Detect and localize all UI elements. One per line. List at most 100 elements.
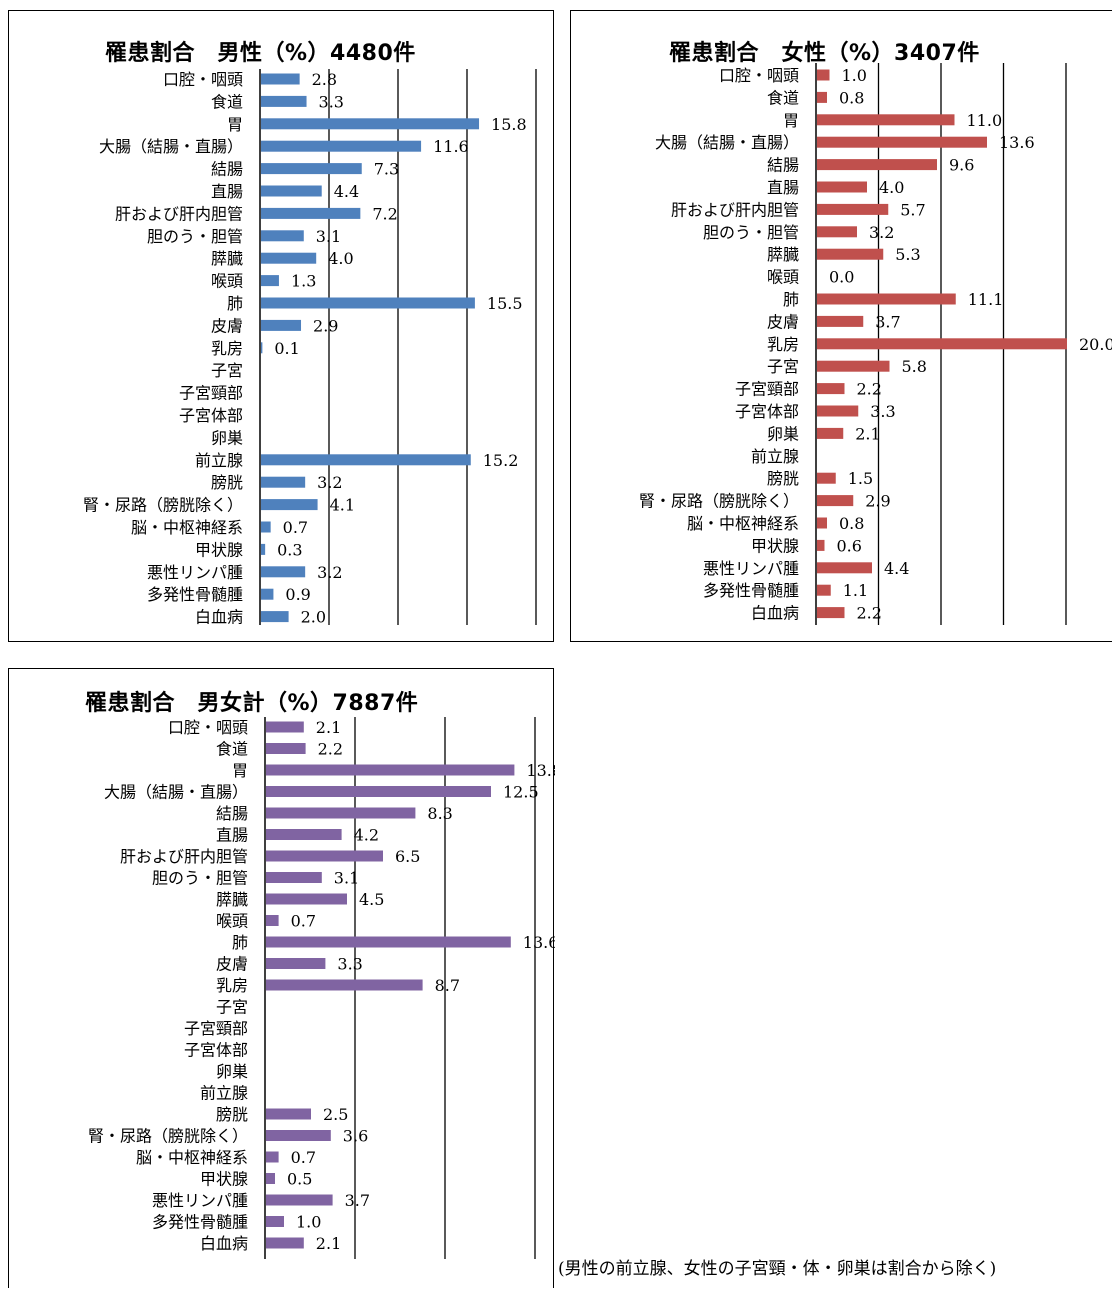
bar [261,319,302,331]
data-label: 3.2 [317,563,342,582]
category-label: 結腸 [211,160,243,179]
category-label: 喉頭 [216,912,248,931]
category-label: 乳房 [211,339,243,358]
category-label: 膀胱 [767,469,799,488]
data-label: 4.4 [334,182,359,201]
bar [266,1216,284,1227]
category-label: 子宮頸部 [179,384,243,403]
data-label: 3.3 [870,402,895,421]
category-label: 肺 [232,933,248,952]
female-chart-panel: 罹患割合 女性（%）3407件 口腔・咽頭 1.0 食道 0.8 胃 11.0 大腸（結腸・… [570,10,1112,642]
data-label: 15.8 [491,115,527,134]
category-label: 腎・尿路（膀胱除く） [639,492,799,511]
data-label: 7.3 [374,160,399,179]
data-label: 1.3 [291,272,316,291]
chart-title: 罹患割合 女性（%）3407件 [669,41,980,66]
category-label: 胆のう・胆管 [152,869,248,888]
bar [817,91,827,103]
bar [261,252,317,264]
bar [266,1237,304,1249]
data-label: 2.1 [316,1234,341,1253]
category-label: 皮膚 [767,312,799,331]
category-label: 卵巣 [211,428,243,447]
bar [817,69,830,81]
category-label: 結腸 [216,804,248,823]
bar [817,495,854,507]
data-label: 0.8 [839,514,864,533]
bar [817,226,857,238]
category-label: 食道 [216,740,248,759]
data-label: 3.1 [316,227,341,246]
data-label: 4.0 [879,178,904,197]
data-label: 0.7 [291,1148,316,1167]
data-label: 4.5 [359,890,384,909]
bar [261,543,266,555]
category-label: 膀胱 [211,473,243,492]
data-label: 13.6 [523,933,555,952]
category-label: 大腸（結腸・直腸） [104,783,248,802]
data-label: 4.4 [884,559,909,578]
bar [817,383,845,395]
data-label: 2.0 [301,608,326,627]
data-label: 2.1 [316,718,341,737]
category-label: 膵臓 [767,245,799,264]
data-label: 2.2 [857,604,882,623]
category-label: 口腔・咽頭 [168,718,248,737]
category-label: 肝および肝内胆管 [671,200,799,219]
category-label: 皮膚 [216,955,248,974]
bar [266,1173,275,1184]
data-label: 2.5 [323,1105,348,1124]
data-label: 5.3 [895,245,920,264]
bar [261,140,422,152]
category-label: 大腸（結腸・直腸） [655,133,799,152]
category-label: 卵巣 [767,424,799,443]
bar [817,338,1067,350]
total-chart-panel: 罹患割合 男女計（%）7887件 口腔・咽頭 2.1 食道 2.2 胃 13.8 大腸（結腸… [8,668,555,1288]
category-label: 腎・尿路（膀胱除く） [88,1127,248,1146]
bar [817,562,872,574]
data-label: 0.6 [837,536,862,555]
data-label: 0.7 [291,912,316,931]
category-label: 肝および肝内胆管 [115,204,243,223]
bar [266,958,326,969]
category-label: 胃 [232,761,248,780]
data-label: 3.2 [317,473,342,492]
data-label: 3.1 [334,869,359,888]
category-label: 直腸 [211,182,243,201]
bar [817,517,827,529]
category-label: 直腸 [767,178,799,197]
data-label: 11.6 [433,137,469,156]
data-label: 11.0 [967,111,1003,130]
data-label: 2.2 [318,740,343,759]
data-label: 2.9 [313,316,338,335]
data-label: 6.5 [395,847,420,866]
bar [261,521,271,533]
bar [266,1108,311,1120]
category-label: 脳・中枢神経系 [687,514,799,533]
data-label: 8.3 [427,804,452,823]
data-label: 2.8 [312,70,337,89]
category-label: 乳房 [767,335,799,354]
data-label: 20.0 [1079,335,1112,354]
bar [817,315,864,327]
category-label: 子宮体部 [735,402,799,421]
bar [261,207,361,219]
data-label: 2.1 [855,424,880,443]
data-label: 8.7 [435,976,460,995]
bar [817,472,836,484]
data-label: 0.8 [839,88,864,107]
bar [261,588,274,600]
data-label: 4.2 [354,826,379,845]
bar [261,499,318,511]
data-label: 0.1 [274,339,299,358]
bar [817,293,956,305]
bar [266,721,304,733]
category-label: 胆のう・胆管 [147,227,243,246]
total-bar-chart: 口腔・咽頭 2.1 食道 2.2 胃 13.8 大腸（結腸・直腸） 12.5 結腸 8.3 直腸 4.… [88,717,555,1259]
data-label: 2.2 [857,380,882,399]
category-label: 子宮体部 [184,1041,248,1060]
category-label: 子宮 [767,357,799,376]
category-label: 肝および肝内胆管 [120,847,248,866]
category-label: 悪性リンパ腫 [147,563,243,582]
footnote: (男性の前立腺、女性の子宮頸・体・卵巣は割合から除く) [558,1259,997,1279]
